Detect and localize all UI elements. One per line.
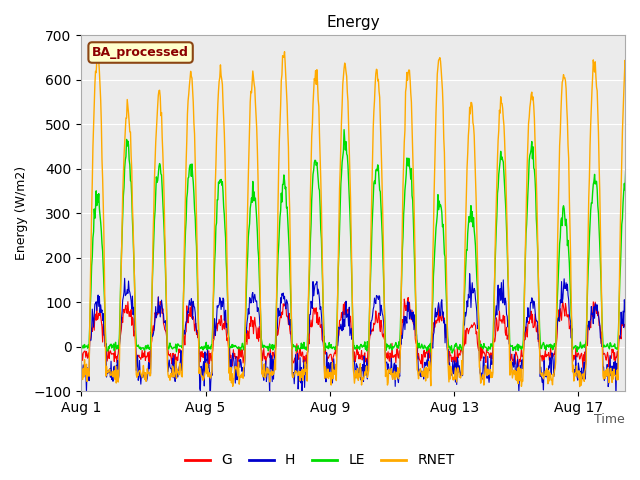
Line: G: G bbox=[81, 297, 640, 370]
G bbox=[97, 318, 105, 324]
RNET bbox=[97, 120, 105, 126]
H bbox=[311, 283, 319, 288]
LE bbox=[209, 324, 216, 330]
LE bbox=[636, 339, 640, 345]
G bbox=[154, 294, 162, 300]
H bbox=[97, 310, 105, 315]
Text: Time: Time bbox=[595, 413, 625, 426]
G bbox=[396, 348, 403, 354]
G bbox=[77, 348, 85, 354]
Line: H: H bbox=[81, 274, 640, 403]
H bbox=[395, 380, 403, 385]
G bbox=[636, 356, 640, 362]
LE bbox=[97, 228, 105, 234]
H bbox=[209, 336, 217, 341]
G bbox=[209, 338, 217, 344]
LE bbox=[281, 178, 289, 183]
LE bbox=[395, 345, 403, 351]
G bbox=[312, 306, 319, 312]
LE bbox=[530, 165, 538, 171]
H bbox=[77, 374, 85, 380]
RNET bbox=[576, 384, 584, 389]
LE bbox=[340, 127, 348, 132]
RNET bbox=[311, 77, 319, 83]
RNET bbox=[282, 60, 289, 66]
RNET bbox=[529, 94, 537, 100]
Line: RNET: RNET bbox=[81, 52, 640, 386]
LE bbox=[310, 160, 318, 166]
Y-axis label: Energy (W/m2): Energy (W/m2) bbox=[15, 166, 28, 261]
Title: Energy: Energy bbox=[326, 15, 380, 30]
LE bbox=[449, 350, 456, 356]
H bbox=[206, 400, 214, 406]
H bbox=[282, 301, 289, 307]
Line: LE: LE bbox=[81, 130, 640, 353]
G bbox=[234, 367, 242, 372]
RNET bbox=[281, 49, 289, 55]
H bbox=[636, 360, 640, 366]
G bbox=[282, 300, 290, 306]
RNET bbox=[636, 363, 640, 369]
RNET bbox=[209, 336, 216, 342]
Legend: G, H, LE, RNET: G, H, LE, RNET bbox=[180, 448, 460, 473]
H bbox=[530, 298, 538, 304]
RNET bbox=[395, 376, 403, 382]
H bbox=[466, 271, 474, 276]
RNET bbox=[77, 366, 85, 372]
LE bbox=[77, 347, 85, 352]
Text: BA_processed: BA_processed bbox=[92, 46, 189, 59]
G bbox=[530, 324, 538, 330]
